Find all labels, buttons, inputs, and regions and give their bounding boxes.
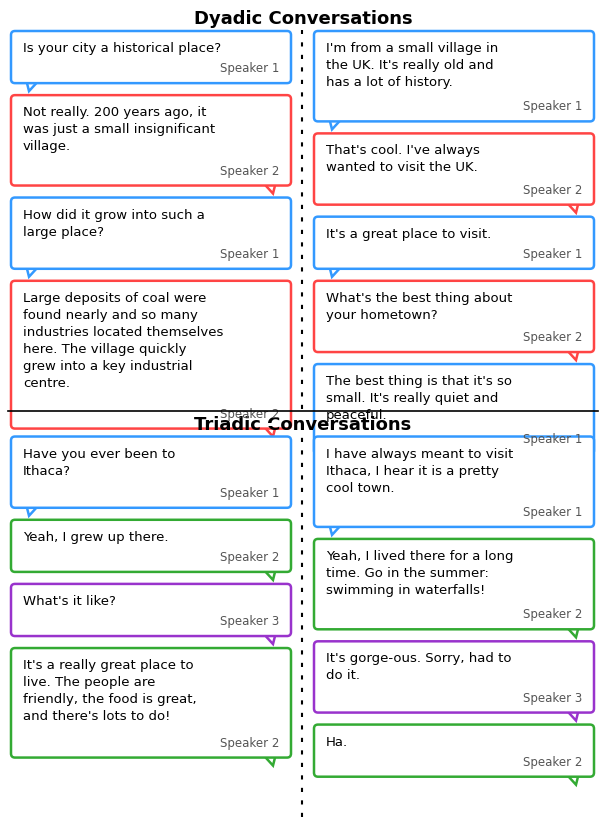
- Polygon shape: [262, 633, 276, 644]
- FancyBboxPatch shape: [314, 365, 594, 455]
- Polygon shape: [329, 265, 343, 277]
- FancyBboxPatch shape: [314, 539, 594, 629]
- FancyBboxPatch shape: [11, 520, 291, 572]
- Text: Speaker 2: Speaker 2: [522, 608, 582, 620]
- FancyBboxPatch shape: [314, 281, 594, 352]
- FancyBboxPatch shape: [11, 281, 291, 429]
- Polygon shape: [329, 451, 343, 463]
- Text: I'm from a small village in
the UK. It's really old and
has a lot of history.: I'm from a small village in the UK. It's…: [326, 42, 498, 88]
- Text: Speaker 1: Speaker 1: [522, 433, 582, 446]
- Bar: [565, 347, 579, 350]
- FancyBboxPatch shape: [314, 724, 594, 777]
- Bar: [26, 502, 40, 505]
- Text: What's it like?: What's it like?: [23, 594, 116, 607]
- Polygon shape: [26, 504, 40, 516]
- Text: Dyadic Conversations: Dyadic Conversations: [194, 10, 412, 28]
- Polygon shape: [26, 265, 40, 277]
- Bar: [565, 199, 579, 203]
- Text: The best thing is that it's so
small. It's really quiet and
peaceful.: The best thing is that it's so small. It…: [326, 375, 512, 422]
- Text: Speaker 2: Speaker 2: [522, 755, 582, 767]
- FancyBboxPatch shape: [314, 437, 594, 528]
- Text: Speaker 2: Speaker 2: [219, 736, 279, 748]
- Bar: [26, 78, 40, 81]
- Text: Speaker 1: Speaker 1: [219, 62, 279, 75]
- Bar: [565, 707, 579, 710]
- FancyBboxPatch shape: [314, 32, 594, 122]
- Bar: [565, 771, 579, 774]
- Text: Speaker 1: Speaker 1: [219, 247, 279, 261]
- Bar: [262, 423, 276, 426]
- Text: Large deposits of coal were
found nearly and so many
industries located themselv: Large deposits of coal were found nearly…: [23, 291, 224, 390]
- FancyBboxPatch shape: [11, 96, 291, 186]
- Text: It's gorge-ous. Sorry, had to
do it.: It's gorge-ous. Sorry, had to do it.: [326, 652, 511, 681]
- Polygon shape: [262, 182, 276, 194]
- Bar: [262, 566, 276, 569]
- FancyBboxPatch shape: [11, 437, 291, 508]
- Text: Have you ever been to
Ithaca?: Have you ever been to Ithaca?: [23, 447, 175, 477]
- Text: I have always meant to visit
Ithaca, I hear it is a pretty
cool town.: I have always meant to visit Ithaca, I h…: [326, 447, 513, 494]
- Bar: [329, 521, 343, 524]
- Text: Speaker 2: Speaker 2: [219, 407, 279, 420]
- FancyBboxPatch shape: [314, 218, 594, 270]
- Bar: [262, 180, 276, 184]
- Text: It's a great place to visit.: It's a great place to visit.: [326, 227, 491, 241]
- Text: Speaker 1: Speaker 1: [219, 486, 279, 500]
- Text: Is your city a historical place?: Is your city a historical place?: [23, 42, 221, 55]
- Text: Yeah, I lived there for a long
time. Go in the summer:
swimming in waterfalls!: Yeah, I lived there for a long time. Go …: [326, 549, 513, 596]
- Polygon shape: [565, 349, 579, 361]
- Text: What's the best thing about
your hometown?: What's the best thing about your hometow…: [326, 291, 513, 322]
- Bar: [262, 752, 276, 755]
- Text: Triadic Conversations: Triadic Conversations: [195, 415, 411, 433]
- FancyBboxPatch shape: [11, 584, 291, 636]
- Text: Speaker 3: Speaker 3: [220, 614, 279, 628]
- Bar: [565, 624, 579, 627]
- Text: Not really. 200 years ago, it
was just a small insignificant
village.: Not really. 200 years ago, it was just a…: [23, 106, 215, 153]
- Polygon shape: [262, 425, 276, 437]
- Text: Speaker 3: Speaker 3: [523, 691, 582, 704]
- FancyBboxPatch shape: [11, 32, 291, 84]
- Text: That's cool. I've always
wanted to visit the UK.: That's cool. I've always wanted to visit…: [326, 144, 480, 174]
- FancyBboxPatch shape: [11, 198, 291, 270]
- FancyBboxPatch shape: [314, 642, 594, 713]
- FancyBboxPatch shape: [314, 134, 594, 205]
- Polygon shape: [262, 568, 276, 581]
- Text: How did it grow into such a
large place?: How did it grow into such a large place?: [23, 208, 205, 238]
- Bar: [329, 449, 343, 452]
- Bar: [26, 264, 40, 266]
- Text: Yeah, I grew up there.: Yeah, I grew up there.: [23, 530, 168, 543]
- Polygon shape: [26, 80, 40, 92]
- Polygon shape: [565, 772, 579, 785]
- Polygon shape: [329, 523, 343, 535]
- Polygon shape: [329, 118, 343, 130]
- FancyBboxPatch shape: [11, 648, 291, 758]
- Text: Speaker 2: Speaker 2: [219, 165, 279, 177]
- Text: Speaker 2: Speaker 2: [522, 331, 582, 344]
- Bar: [329, 117, 343, 119]
- Text: Speaker 1: Speaker 1: [522, 505, 582, 519]
- Text: Speaker 1: Speaker 1: [522, 100, 582, 113]
- Text: Speaker 2: Speaker 2: [522, 184, 582, 197]
- Polygon shape: [262, 753, 276, 766]
- Polygon shape: [565, 709, 579, 720]
- Text: Speaker 1: Speaker 1: [522, 247, 582, 261]
- Bar: [329, 264, 343, 266]
- Bar: [262, 630, 276, 633]
- Polygon shape: [565, 625, 579, 638]
- Text: It's a really great place to
live. The people are
friendly, the food is great,
a: It's a really great place to live. The p…: [23, 658, 196, 722]
- Polygon shape: [565, 202, 579, 213]
- Text: Speaker 2: Speaker 2: [219, 550, 279, 563]
- Text: Ha.: Ha.: [326, 734, 348, 748]
